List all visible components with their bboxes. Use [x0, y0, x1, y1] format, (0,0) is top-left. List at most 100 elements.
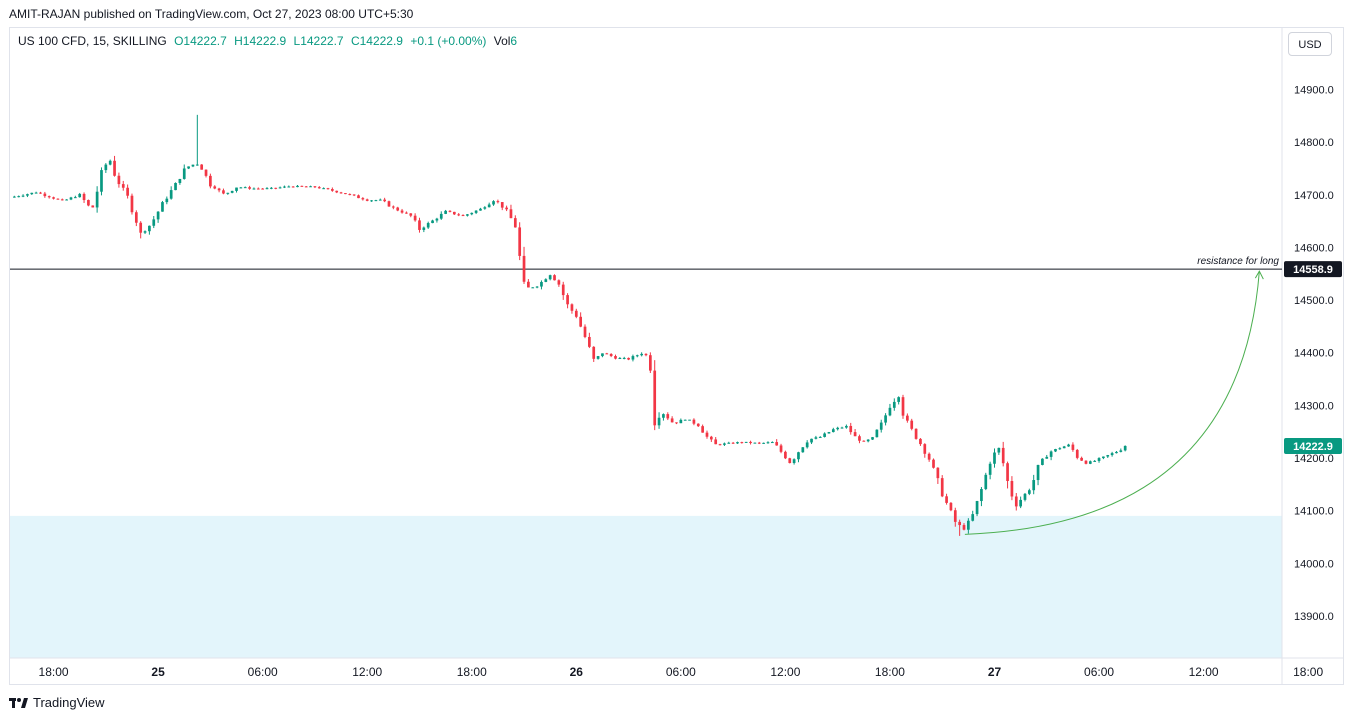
candle-body[interactable] — [426, 223, 430, 228]
candle-body[interactable] — [1045, 456, 1049, 459]
candle-body[interactable] — [640, 353, 643, 356]
candle-body[interactable] — [840, 427, 844, 429]
candle-body[interactable] — [191, 164, 195, 167]
candle-body[interactable] — [901, 397, 905, 416]
demand-zone-rect[interactable] — [10, 515, 1282, 658]
legend-symbol[interactable]: US 100 CFD, 15, SKILLING — [18, 34, 167, 48]
candle-body[interactable] — [121, 184, 125, 188]
candle-body[interactable] — [513, 218, 517, 228]
candle-body[interactable] — [492, 201, 495, 205]
candle-body[interactable] — [104, 164, 108, 171]
candle-body[interactable] — [47, 196, 51, 198]
candle-body[interactable] — [1102, 456, 1105, 459]
candle-body[interactable] — [1054, 449, 1057, 452]
candle-body[interactable] — [26, 194, 29, 196]
candle-body[interactable] — [997, 447, 1001, 453]
candle-body[interactable] — [304, 186, 308, 188]
candle-body[interactable] — [265, 188, 269, 190]
candle-body[interactable] — [727, 442, 731, 444]
candle-body[interactable] — [622, 357, 626, 359]
candle-body[interactable] — [879, 422, 883, 430]
candle-body[interactable] — [884, 415, 887, 423]
candle-body[interactable] — [326, 188, 330, 190]
candle-body[interactable] — [239, 187, 243, 189]
candle-body[interactable] — [134, 212, 138, 223]
candle-body[interactable] — [919, 438, 922, 445]
candle-body[interactable] — [553, 275, 556, 281]
candle-body[interactable] — [174, 182, 177, 191]
candle-body[interactable] — [487, 204, 491, 208]
candle-body[interactable] — [87, 200, 90, 206]
candle-body[interactable] — [195, 164, 199, 166]
candle-body[interactable] — [688, 419, 691, 421]
candle-body[interactable] — [618, 358, 622, 360]
candle-body[interactable] — [1110, 453, 1114, 456]
candle-body[interactable] — [696, 423, 700, 427]
candle-body[interactable] — [331, 189, 334, 191]
candle-body[interactable] — [601, 353, 604, 357]
candle-body[interactable] — [871, 437, 874, 440]
candle-body[interactable] — [692, 419, 696, 424]
candle-body[interactable] — [653, 370, 657, 426]
candle-body[interactable] — [52, 197, 55, 199]
candle-body[interactable] — [662, 414, 665, 418]
candle-body[interactable] — [165, 198, 169, 203]
candle-body[interactable] — [287, 186, 291, 188]
candle-body[interactable] — [405, 212, 408, 214]
candle-body[interactable] — [910, 420, 914, 429]
candle-body[interactable] — [448, 210, 452, 212]
candle-body[interactable] — [217, 188, 221, 191]
candle-body[interactable] — [34, 192, 38, 194]
candle-body[interactable] — [73, 197, 77, 199]
candle-body[interactable] — [566, 295, 569, 305]
candle-body[interactable] — [100, 170, 103, 192]
currency-button[interactable]: USD — [1288, 32, 1332, 56]
candle-body[interactable] — [897, 397, 901, 402]
candle-body[interactable] — [400, 210, 404, 213]
candle-body[interactable] — [370, 200, 373, 202]
candle-body[interactable] — [348, 194, 352, 196]
candle-body[interactable] — [1123, 445, 1127, 451]
candle-body[interactable] — [108, 160, 112, 165]
candle-body[interactable] — [91, 205, 95, 208]
candle-body[interactable] — [540, 281, 543, 287]
candle-body[interactable] — [984, 474, 988, 490]
candle-body[interactable] — [1010, 481, 1014, 497]
candle-body[interactable] — [352, 194, 356, 196]
candle-body[interactable] — [1036, 464, 1040, 481]
candle-body[interactable] — [1027, 490, 1031, 494]
candle-body[interactable] — [383, 199, 386, 202]
candle-body[interactable] — [391, 206, 395, 208]
candle-body[interactable] — [614, 356, 617, 359]
candle-body[interactable] — [923, 444, 927, 454]
candle-body[interactable] — [666, 414, 670, 419]
candle-body[interactable] — [1088, 461, 1092, 464]
candle-body[interactable] — [300, 185, 304, 187]
candle-body[interactable] — [274, 187, 278, 189]
candle-body[interactable] — [892, 401, 896, 408]
tradingview-footer[interactable]: TradingView — [9, 695, 105, 710]
candle-body[interactable] — [649, 355, 652, 371]
candle-body[interactable] — [736, 442, 739, 444]
candle-body[interactable] — [95, 191, 99, 208]
candle-body[interactable] — [635, 355, 639, 357]
candle-body[interactable] — [1001, 447, 1005, 464]
candle-body[interactable] — [805, 442, 809, 448]
candle-body[interactable] — [1049, 451, 1053, 457]
candle-body[interactable] — [953, 510, 957, 522]
candle-body[interactable] — [1075, 449, 1079, 458]
candle-body[interactable] — [831, 429, 835, 433]
candle-body[interactable] — [322, 188, 325, 190]
candle-body[interactable] — [479, 208, 482, 211]
candle-body[interactable] — [849, 425, 853, 433]
candle-body[interactable] — [361, 198, 365, 200]
candle-body[interactable] — [583, 326, 587, 337]
candle-body[interactable] — [431, 220, 434, 224]
candle-body[interactable] — [470, 212, 474, 215]
candle-body[interactable] — [21, 195, 25, 197]
candle-body[interactable] — [609, 353, 613, 357]
candle-body[interactable] — [496, 201, 500, 203]
candle-body[interactable] — [675, 422, 678, 424]
candle-body[interactable] — [858, 436, 861, 441]
